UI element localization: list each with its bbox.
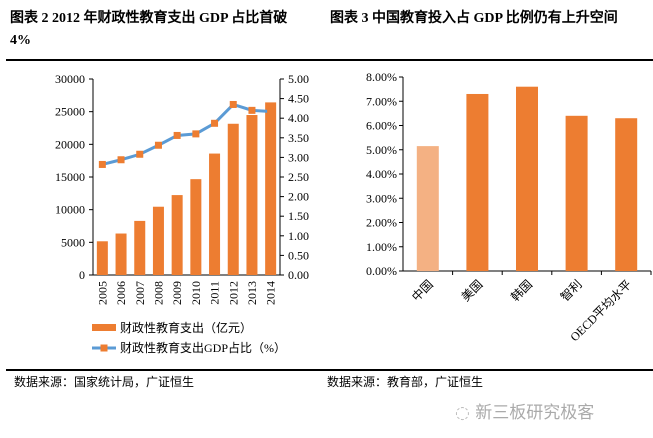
legend-bar-swatch bbox=[92, 324, 116, 331]
left-chart: 0 5000 10000 15000 20000 25000 30000 0.00 0.50 1.… bbox=[55, 72, 309, 355]
bar-2014 bbox=[265, 102, 277, 275]
left-source: 数据来源：国家统计局，广证恒生 bbox=[14, 375, 195, 389]
bar-2013 bbox=[246, 115, 258, 275]
line-point-2014 bbox=[267, 108, 275, 116]
right-tick-label: 4.00 bbox=[288, 111, 309, 125]
left-tick-label: 10000 bbox=[55, 203, 85, 217]
bar-2005 bbox=[96, 241, 108, 275]
top-divider bbox=[6, 59, 653, 61]
left-tick-label: 30000 bbox=[55, 72, 85, 86]
line-point-2009 bbox=[173, 131, 181, 139]
right-source: 数据来源：教育部，广证恒生 bbox=[327, 375, 484, 389]
right-tick-label: 3.00 bbox=[288, 150, 309, 164]
right-tick-label: 4.50 bbox=[288, 92, 309, 106]
bar-2007 bbox=[134, 220, 146, 275]
y-tick-label: 4.00% bbox=[366, 167, 397, 181]
x-tick-label: 中国 bbox=[408, 277, 436, 305]
bar-美国 bbox=[466, 93, 489, 271]
legend-bar-label: 财政性教育支出（亿元） bbox=[120, 320, 252, 335]
x-tick-label: 2014 bbox=[264, 281, 278, 305]
right-tick-label: 0.00 bbox=[288, 268, 309, 282]
left-tick-label: 15000 bbox=[55, 170, 85, 184]
y-tick-label: 3.00% bbox=[366, 191, 397, 205]
bottom-divider bbox=[6, 369, 653, 371]
bar-2006 bbox=[115, 233, 127, 275]
x-tick-label: 2011 bbox=[208, 281, 222, 305]
x-tick-label: 2010 bbox=[189, 281, 203, 305]
y-tick-label: 7.00% bbox=[366, 94, 397, 108]
line-point-2011 bbox=[211, 119, 219, 127]
x-tick-label: 2013 bbox=[245, 281, 259, 305]
right-tick-label: 1.50 bbox=[288, 209, 309, 223]
y-tick-label: 6.00% bbox=[366, 119, 397, 133]
line-point-2013 bbox=[248, 106, 256, 114]
bar-2009 bbox=[171, 195, 183, 275]
x-tick-label: 2012 bbox=[226, 281, 240, 305]
x-tick-label: 智利 bbox=[557, 277, 585, 305]
line-point-2008 bbox=[154, 141, 162, 149]
right-tick-label: 1.00 bbox=[288, 229, 309, 243]
right-tick-label: 2.00 bbox=[288, 190, 309, 204]
line-point-2012 bbox=[229, 100, 237, 108]
x-tick-label: 2007 bbox=[133, 281, 147, 305]
right-tick-label: 3.50 bbox=[288, 131, 309, 145]
y-tick-label: 8.00% bbox=[366, 70, 397, 84]
x-tick-label: 2005 bbox=[95, 281, 109, 305]
y-tick-label: 1.00% bbox=[366, 240, 397, 254]
right-tick-label: 2.50 bbox=[288, 170, 309, 184]
y-tick-label: 2.00% bbox=[366, 216, 397, 230]
line-point-2007 bbox=[136, 150, 144, 158]
right-tick-label: 0.50 bbox=[288, 248, 309, 262]
bar-2010 bbox=[190, 179, 202, 275]
gdp-share-line bbox=[101, 102, 271, 166]
line-point-2005 bbox=[98, 160, 106, 168]
x-tick-label: 美国 bbox=[459, 277, 486, 304]
legend-line-label: 财政性教育支出GDP占比（%） bbox=[120, 340, 286, 355]
right-chart-title: 图表 3 中国教育投入占 GDP 比例仍有上升空间 bbox=[330, 11, 618, 26]
bar-中国 bbox=[416, 146, 439, 271]
line-point-2010 bbox=[192, 130, 200, 138]
left-tick-label: 25000 bbox=[55, 105, 85, 119]
bar-OECD平均水平 bbox=[615, 118, 638, 271]
line-point-2006 bbox=[117, 156, 125, 164]
left-tick-label: 0 bbox=[79, 268, 85, 282]
right-chart: 0.00% 1.00% 2.00% 3.00% 4.00% 5.00% 6.00% 7.00%… bbox=[366, 70, 652, 344]
legend-line-marker bbox=[100, 344, 108, 352]
x-tick-label: 韩国 bbox=[508, 277, 536, 305]
bar-2008 bbox=[152, 206, 164, 275]
bar-2011 bbox=[209, 153, 221, 275]
watermark: ◌ 新三板研究极客 bbox=[455, 398, 594, 423]
y-tick-label: 0.00% bbox=[366, 264, 397, 278]
right-tick-label: 5.00 bbox=[288, 72, 309, 86]
bar-2012 bbox=[227, 123, 239, 275]
bar-智利 bbox=[565, 115, 588, 271]
left-tick-label: 5000 bbox=[61, 235, 85, 249]
x-tick-label: 2008 bbox=[151, 281, 165, 305]
bar-韩国 bbox=[516, 86, 538, 271]
left-chart-title: 图表 2 2012 年财政性教育支出 GDP 占比首破 4% bbox=[10, 11, 288, 48]
left-tick-label: 20000 bbox=[55, 137, 85, 151]
y-tick-label: 5.00% bbox=[366, 143, 397, 157]
wechat-icon: ◌ bbox=[455, 403, 476, 423]
x-tick-label: 2009 bbox=[170, 281, 184, 305]
x-tick-label: 2006 bbox=[114, 281, 128, 305]
watermark-text: 新三板研究极客 bbox=[475, 403, 595, 423]
